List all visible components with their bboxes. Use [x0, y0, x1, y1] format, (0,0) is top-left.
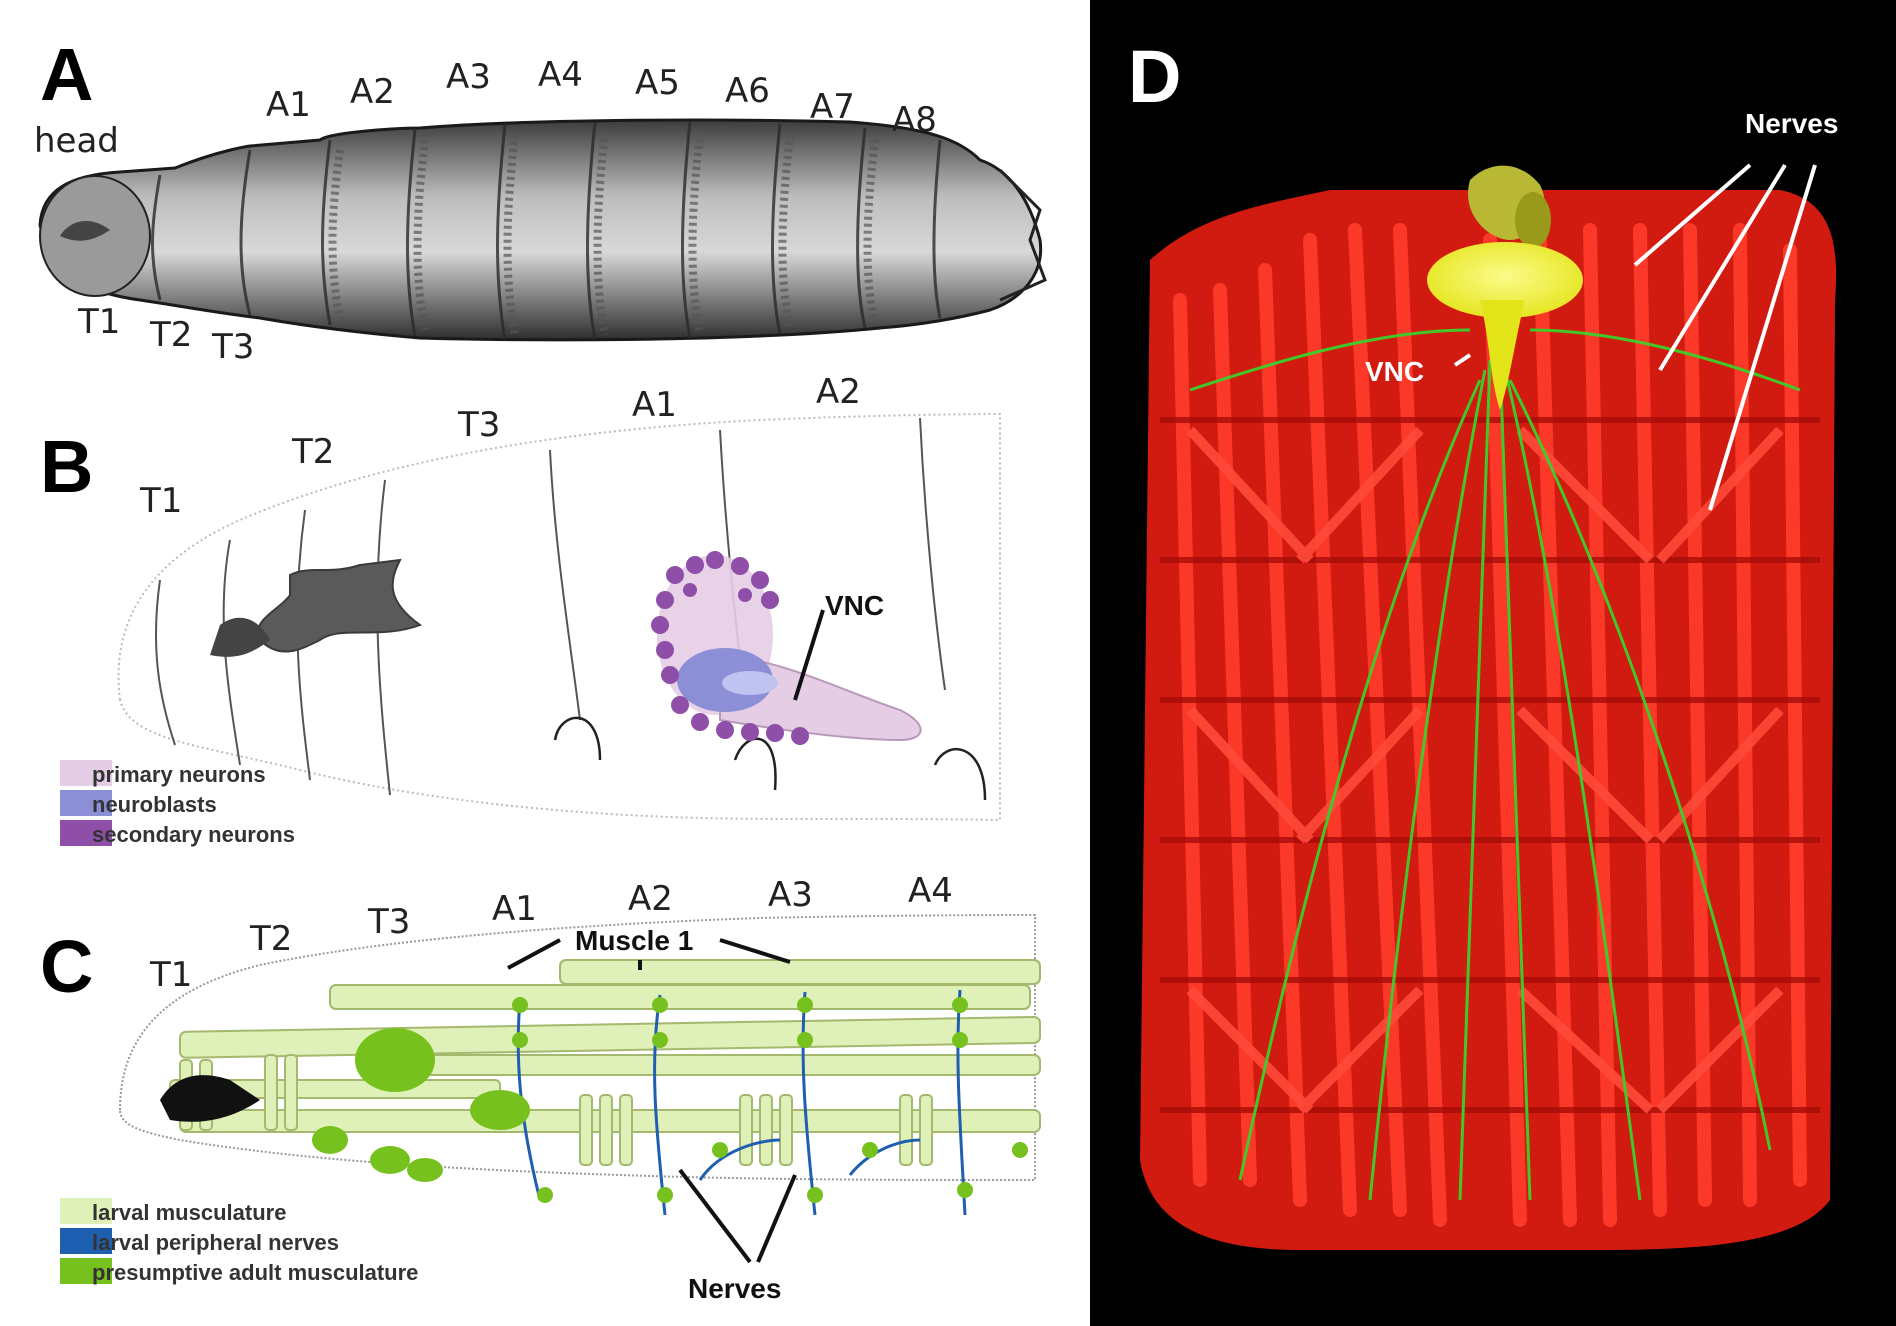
panel-c-drawing: [118, 913, 1041, 1264]
segment-label-a6: A6: [725, 71, 770, 111]
legend-neuroblasts: neuroblasts: [92, 792, 217, 817]
segment-label-a3: A3: [446, 57, 491, 97]
segment-label-t1: T1: [78, 302, 121, 342]
segment-label-a5: A5: [635, 63, 680, 103]
panel-a-larva: [38, 118, 1047, 342]
c-segment-label-t3: T3: [368, 902, 411, 942]
muscle-1-label: Muscle 1: [575, 925, 694, 956]
legend-larval-musculature: larval musculature: [92, 1200, 287, 1225]
segment-label-a8: A8: [892, 100, 937, 140]
panel-b-drawing: [117, 412, 1001, 822]
c-segment-label-t1: T1: [150, 955, 193, 995]
nerves-label-d: Nerves: [1745, 108, 1839, 139]
panel-letter-b: B: [40, 425, 94, 508]
c-segment-label-a4: A4: [908, 871, 953, 911]
b-segment-label-t1: T1: [140, 481, 183, 521]
legend-secondary-neurons: secondary neurons: [92, 822, 295, 847]
legend-primary-neurons: primary neurons: [92, 762, 266, 787]
panel-letter-c: C: [40, 925, 94, 1008]
legend-swatch-adult-musculature: [60, 1258, 112, 1284]
segment-label-a4: A4: [538, 55, 583, 95]
b-segment-label-t2: T2: [292, 432, 335, 472]
vnc-label-b: VNC: [825, 590, 885, 621]
c-segment-label-a1: A1: [492, 889, 537, 929]
b-segment-label-a2: A2: [816, 372, 861, 412]
segment-label-t2: T2: [150, 315, 193, 355]
b-segment-label-a1: A1: [632, 385, 677, 425]
legend-swatch-neuroblasts: [60, 790, 112, 816]
legend-adult-musculature: presumptive adult musculature: [92, 1260, 419, 1285]
panel-d-image: [1090, 0, 1896, 1326]
panel-letter-d: D: [1128, 35, 1182, 118]
segment-label-a1: A1: [266, 85, 311, 125]
legend-swatch-secondary-neurons: [60, 820, 112, 846]
c-segment-label-t2: T2: [250, 919, 293, 959]
legend-swatch-primary-neurons: [60, 760, 112, 786]
legend-swatch-larval-nerves: [60, 1228, 112, 1254]
c-segment-label-a2: A2: [628, 879, 673, 919]
legend-larval-nerves: larval peripheral nerves: [92, 1230, 340, 1255]
vnc-label-d: VNC: [1365, 356, 1425, 387]
panel-letter-a: A: [40, 33, 94, 116]
legend-swatch-larval-musculature: [60, 1198, 112, 1224]
segment-label-a2: A2: [350, 72, 395, 112]
segment-label-a7: A7: [810, 87, 855, 127]
b-segment-label-t3: T3: [458, 405, 501, 445]
nerves-label-c: Nerves: [688, 1273, 782, 1304]
segment-label-t3: T3: [212, 327, 255, 367]
head-label: head: [34, 121, 119, 161]
c-segment-label-a3: A3: [768, 875, 813, 915]
